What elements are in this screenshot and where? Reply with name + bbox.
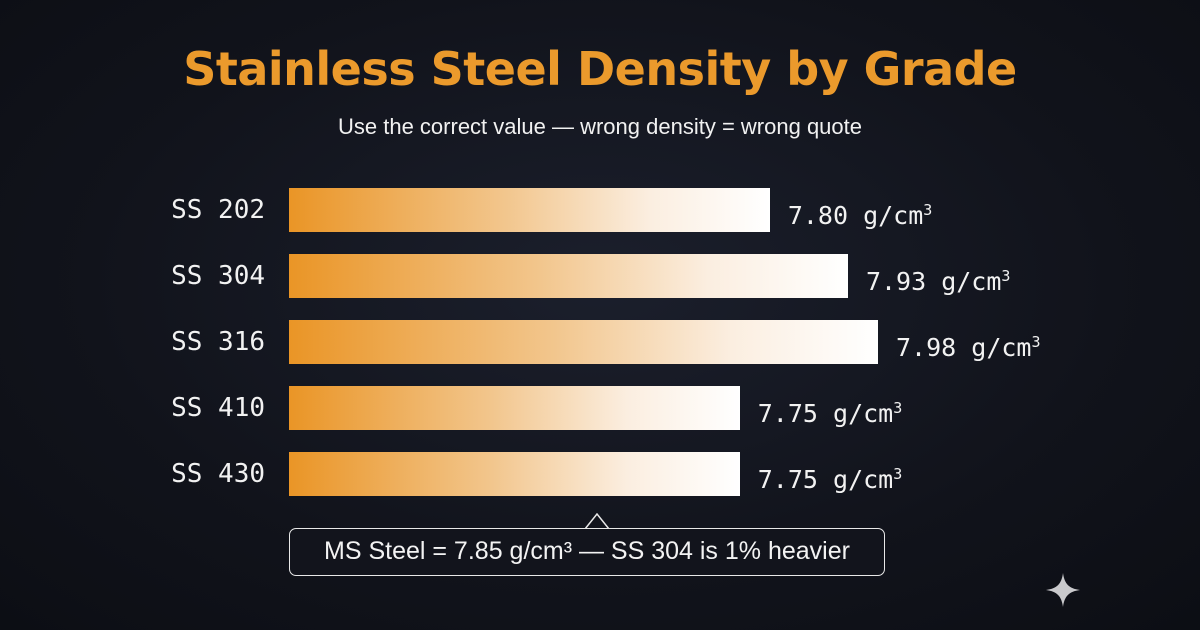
bar-row: SS 304 7.93 g/cm3: [0, 254, 1200, 298]
chart-title: Stainless Steel Density by Grade: [183, 42, 1017, 96]
value-label: 7.98 g/cm3: [896, 320, 1041, 364]
bar-row: SS 430 7.75 g/cm3: [0, 452, 1200, 496]
value-number: 7.75: [757, 465, 834, 494]
category-label: SS 202: [171, 195, 265, 225]
value-label: 7.75 g/cm3: [758, 452, 903, 496]
bar: [289, 386, 740, 430]
annotation-callout: MS Steel = 7.85 g/cm³ — SS 304 is 1% hea…: [289, 528, 885, 576]
bar-row: SS 410 7.75 g/cm3: [0, 386, 1200, 430]
category-label: SS 316: [171, 327, 265, 357]
category-label: SS 410: [171, 393, 265, 423]
bar: [289, 452, 740, 496]
category-label: SS 430: [171, 459, 265, 489]
bar: [289, 320, 878, 364]
value-unit: g/cm3: [833, 399, 903, 428]
category-label: SS 304: [171, 261, 265, 291]
unit-superscript: 3: [1031, 333, 1041, 351]
bar-row: SS 202 7.80 g/cm3: [0, 188, 1200, 232]
annotation-text: MS Steel = 7.85 g/cm³ — SS 304 is 1% hea…: [324, 537, 850, 565]
bar: [289, 254, 848, 298]
value-unit: g/cm3: [971, 333, 1041, 362]
bar: [289, 188, 770, 232]
value-number: 7.80: [787, 201, 864, 230]
value-unit: g/cm3: [863, 201, 933, 230]
value-label: 7.93 g/cm3: [866, 254, 1011, 298]
value-label: 7.75 g/cm3: [758, 386, 903, 430]
callout-pointer: [585, 513, 609, 529]
value-unit: g/cm3: [833, 465, 903, 494]
value-number: 7.93: [865, 267, 942, 296]
sparkle-icon: [1046, 573, 1080, 607]
unit-superscript: 3: [893, 465, 903, 483]
value-unit: g/cm3: [941, 267, 1011, 296]
value-number: 7.75: [757, 399, 834, 428]
unit-superscript: 3: [1001, 267, 1011, 285]
value-number: 7.98: [896, 333, 972, 362]
value-label: 7.80 g/cm3: [788, 188, 933, 232]
chart-subtitle: Use the correct value — wrong density = …: [338, 114, 862, 139]
unit-superscript: 3: [893, 399, 903, 417]
bar-row: SS 316 7.98 g/cm3: [0, 320, 1200, 364]
unit-superscript: 3: [923, 201, 933, 219]
